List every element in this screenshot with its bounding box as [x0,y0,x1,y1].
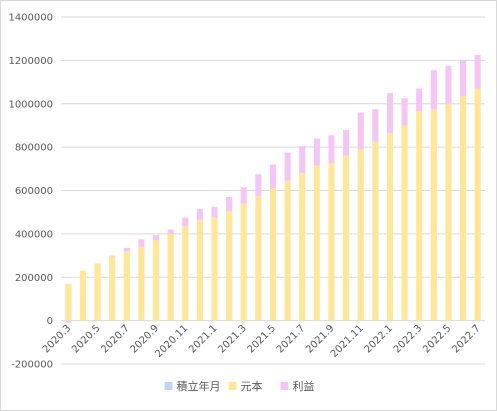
y-tick-label: 1000000 [8,99,53,110]
bar-segment [459,96,467,321]
x-tick-label: 2022.1 [363,323,396,356]
y-tick-label: -200000 [11,360,53,371]
bar-segment [269,188,277,321]
bar-segment [240,203,247,321]
y-axis-ticks: -200000 0 200000 400000 600000 800000 1000000 1… [8,13,53,371]
bar-segment [269,164,277,189]
bar-segment [386,133,394,321]
bar-segment [416,111,423,321]
bar-segment [182,217,189,227]
y-tick-label: 600000 [15,186,53,197]
legend-swatch [228,382,237,390]
bar-segment [386,92,394,134]
bar-segment [401,125,408,321]
bar-segment [255,195,262,321]
x-axis-ticks: 2020.32020.52020.72020.92020.112021.1202… [41,323,483,360]
x-tick-label: 2021.3 [216,323,249,356]
bar-segment [299,146,306,174]
y-tick-label: 1200000 [8,56,53,67]
bar-segment [240,187,247,204]
bar-segment [445,65,452,104]
y-tick-label: 1400000 [8,13,53,24]
bar-segment [372,141,379,321]
y-tick-label: 200000 [15,273,53,284]
x-tick-label: 2022.3 [392,323,425,356]
bar-segment [255,174,262,196]
y-tick-label: 400000 [15,229,53,240]
bar-segment [313,165,320,321]
bar-segment [65,283,72,321]
bar-segment [167,233,174,321]
bar-segment [109,256,116,321]
legend-swatch [280,382,289,390]
bar-segment [65,320,72,323]
x-tick-label: 2022.7 [450,323,483,356]
bar-segment [401,98,408,126]
x-tick-label: 2020.5 [70,323,103,356]
bar-segment [94,263,101,321]
bar-segment [328,135,335,164]
legend-swatch [164,382,173,390]
bar-segment [328,163,335,321]
legend-label: 積立年月 [177,379,221,393]
y-tick-label: 800000 [15,143,53,154]
bar-segment [152,234,160,241]
bar-segment [123,251,130,321]
bar-segment [445,103,452,321]
bar-segment [284,180,291,321]
legend-label: 元本 [241,379,263,393]
x-tick-label: 2021.5 [246,323,279,356]
bar-segment [284,152,291,181]
x-tick-label: 2021.7 [275,323,308,356]
bar-segment [123,247,130,252]
bar-segment [357,149,364,321]
legend-label: 利益 [293,379,315,393]
bar-segment [138,239,145,247]
bar-segment [196,219,203,321]
bar-segment [459,60,467,97]
bar-segment [211,217,218,321]
y-tick-label: 0 [47,316,53,327]
bar-segment [474,88,481,321]
bar-segment [226,197,233,212]
bar-segment [357,112,364,150]
bar-segment [182,226,189,321]
bar-segment [109,255,116,257]
bar-segment [152,240,160,321]
bar-segment [313,138,320,166]
bar-segment [474,54,481,89]
bar-segment [343,155,350,321]
bar-segment [226,211,233,321]
bars [65,54,481,323]
bar-segment [430,70,437,110]
x-tick-label: 2022.5 [421,323,454,356]
bar-segment [430,109,437,321]
bar-segment [299,173,306,321]
x-tick-label: 2020.7 [99,323,132,356]
bar-segment [372,109,379,142]
bar-segment [416,88,423,112]
x-tick-label: 2020.3 [41,323,74,356]
bar-segment [138,246,145,321]
bar-segment [343,129,350,156]
bar-segment [211,206,218,218]
bar-segment [196,208,203,220]
legend: 積立年月 元本 利益 [164,379,315,393]
x-tick-label: 2021.1 [187,323,220,356]
bar-segment [167,229,174,234]
bar-segment [79,270,87,321]
